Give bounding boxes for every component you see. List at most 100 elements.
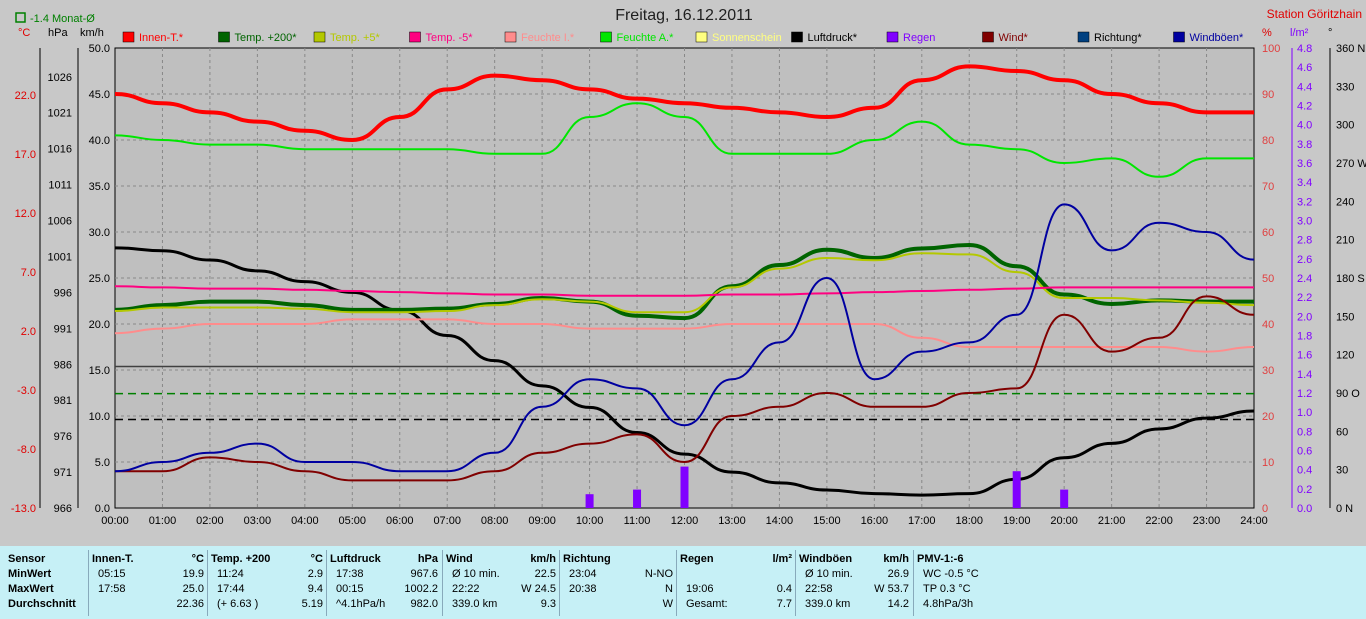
stats-cell-row: W <box>563 597 673 612</box>
x-tick-label: 04:00 <box>291 515 319 527</box>
x-tick-label: 11:00 <box>624 515 651 527</box>
y-tick-rain: 2.8 <box>1297 235 1312 247</box>
y-tick-direction: 360 N <box>1336 43 1365 55</box>
x-tick-label: 19:00 <box>1003 515 1031 527</box>
y-tick-kmh: 15.0 <box>89 365 110 377</box>
stats-cell-row: 00:15 1002.2 <box>330 582 438 597</box>
stats-cell-value: 19.9 <box>182 568 204 580</box>
stats-cell-row: 22:58 W 53.7 <box>799 582 909 597</box>
column-header: Regen l/m² <box>680 552 792 567</box>
stats-cell-value: 0.4 <box>776 583 792 595</box>
y-tick-rain: 4.8 <box>1297 43 1312 55</box>
y-tick-kmh: 50.0 <box>89 43 110 55</box>
y-tick-percent: 70 <box>1262 181 1274 193</box>
stats-cell-row: 17:38 967.6 <box>330 567 438 582</box>
stats-cell-label: Ø 10 min. <box>452 568 500 580</box>
legend-swatch <box>886 31 899 43</box>
x-tick-label: 06:00 <box>386 515 414 527</box>
y-tick-celsius: -3.0 <box>17 385 36 397</box>
stats-cell-value: W 24.5 <box>521 583 556 595</box>
stats-cell-value: 26.9 <box>887 568 909 580</box>
rain-bars <box>585 466 1069 508</box>
stats-cell-label: Gesamt: <box>686 598 728 610</box>
stats-cell-value: 22.5 <box>534 568 556 580</box>
column-separator <box>559 550 560 616</box>
stats-column: Windböen km/h Ø 10 min. 26.9 22:58 W 53.7 339.… <box>799 552 909 616</box>
stats-cell-label: Ø 10 min. <box>805 568 853 580</box>
legend-swatch <box>504 31 517 43</box>
series-line <box>114 102 1254 178</box>
x-tick-label: 08:00 <box>481 515 509 527</box>
y-tick-direction: 330 <box>1336 81 1354 93</box>
y-tick-hpa: 1026 <box>48 72 72 84</box>
column-separator <box>442 550 443 616</box>
y-tick-percent: 0 <box>1262 503 1268 515</box>
legend-swatch <box>218 31 230 43</box>
stats-cell-value: 9.3 <box>540 598 556 610</box>
y-tick-percent: 10 <box>1262 457 1274 469</box>
y-tick-hpa: 991 <box>54 323 72 335</box>
y-tick-direction: 0 N <box>1336 503 1353 515</box>
stats-cell-row: 19:06 0.4 <box>680 582 792 597</box>
y-tick-celsius: 17.0 <box>15 149 36 161</box>
stats-cell-label: 4.8hPa/3h <box>923 598 974 610</box>
y-tick-percent: 20 <box>1262 411 1274 423</box>
legend: Innen-T.* Temp. +200* Temp. +5* Temp. -5* Fe… <box>122 31 1244 44</box>
row-labels: Sensor MinWert MaxWert Durchschnitt <box>8 552 88 616</box>
y-tick-direction: 210 <box>1336 235 1354 247</box>
unit-percent: % <box>1262 27 1272 39</box>
column-separator <box>913 550 914 616</box>
stats-column: Richtung 23:04 N-NO 20:38 N W <box>563 552 673 616</box>
stats-cell-row: 20:38 N <box>563 582 673 597</box>
y-tick-rain: 2.6 <box>1297 254 1312 266</box>
column-title: Wind <box>446 553 473 565</box>
weather-chart: Freitag, 16.12.2011 Station Göritzhain -… <box>11 7 1366 527</box>
x-tick-label: 00:00 <box>101 515 129 527</box>
y-tick-kmh: 35.0 <box>89 181 110 193</box>
y-tick-celsius: 2.0 <box>21 326 36 338</box>
chart-title: Freitag, 16.12.2011 <box>615 7 753 24</box>
stats-cell-value: 9.4 <box>307 583 323 595</box>
y-tick-rain: 3.6 <box>1297 158 1312 170</box>
column-header: Richtung <box>563 552 673 567</box>
stats-cell-value: W 53.7 <box>874 583 909 595</box>
column-separator <box>326 550 327 616</box>
stats-cell-label: 23:04 <box>569 568 597 580</box>
y-tick-direction: 90 O <box>1336 388 1360 400</box>
legend-swatch <box>122 31 135 43</box>
x-tick-label: 17:00 <box>908 515 936 527</box>
legend-label: Feuchte A.* <box>617 32 675 44</box>
stats-cell-label: 20:38 <box>569 583 597 595</box>
y-tick-rain: 3.0 <box>1297 216 1312 228</box>
y-tick-direction: 150 <box>1336 311 1354 323</box>
legend-label: Feuchte I.* <box>521 32 575 44</box>
y-tick-direction: 60 <box>1336 426 1348 438</box>
y-tick-hpa: 1011 <box>48 180 72 192</box>
y-tick-percent: 90 <box>1262 89 1274 101</box>
legend-label: Sonnenschein <box>712 32 782 44</box>
legend-label: Temp. -5* <box>426 32 474 44</box>
series-line <box>114 203 1255 473</box>
legend-swatch <box>409 31 421 43</box>
x-tick-label: 05:00 <box>339 515 367 527</box>
rain-bar <box>680 466 689 508</box>
y-tick-rain: 4.6 <box>1297 62 1312 74</box>
y-tick-celsius: -13.0 <box>11 503 36 515</box>
row-label-avg: Durchschnitt <box>8 598 76 610</box>
y-tick-rain: 0.4 <box>1297 465 1312 477</box>
row-label-sensor: Sensor <box>8 553 46 565</box>
column-unit: km/h <box>530 553 556 565</box>
x-tick-label: 22:00 <box>1145 515 1173 527</box>
stats-cell-value: 5.19 <box>301 598 323 610</box>
y-tick-kmh: 0.0 <box>95 503 110 515</box>
checkbox-icon[interactable] <box>15 12 26 23</box>
stats-cell-label: (+ 6.63 ) <box>217 598 259 610</box>
series-line <box>114 285 1254 297</box>
y-tick-rain: 0.2 <box>1297 484 1312 496</box>
stats-cell-label: 00:15 <box>336 583 364 595</box>
y-tick-rain: 3.4 <box>1297 177 1312 189</box>
legend-label: Wind* <box>999 32 1029 44</box>
stats-cell-label: 17:58 <box>98 583 126 595</box>
stats-cell-row: 17:58 25.0 <box>92 582 204 597</box>
column-header: Windböen km/h <box>799 552 909 567</box>
